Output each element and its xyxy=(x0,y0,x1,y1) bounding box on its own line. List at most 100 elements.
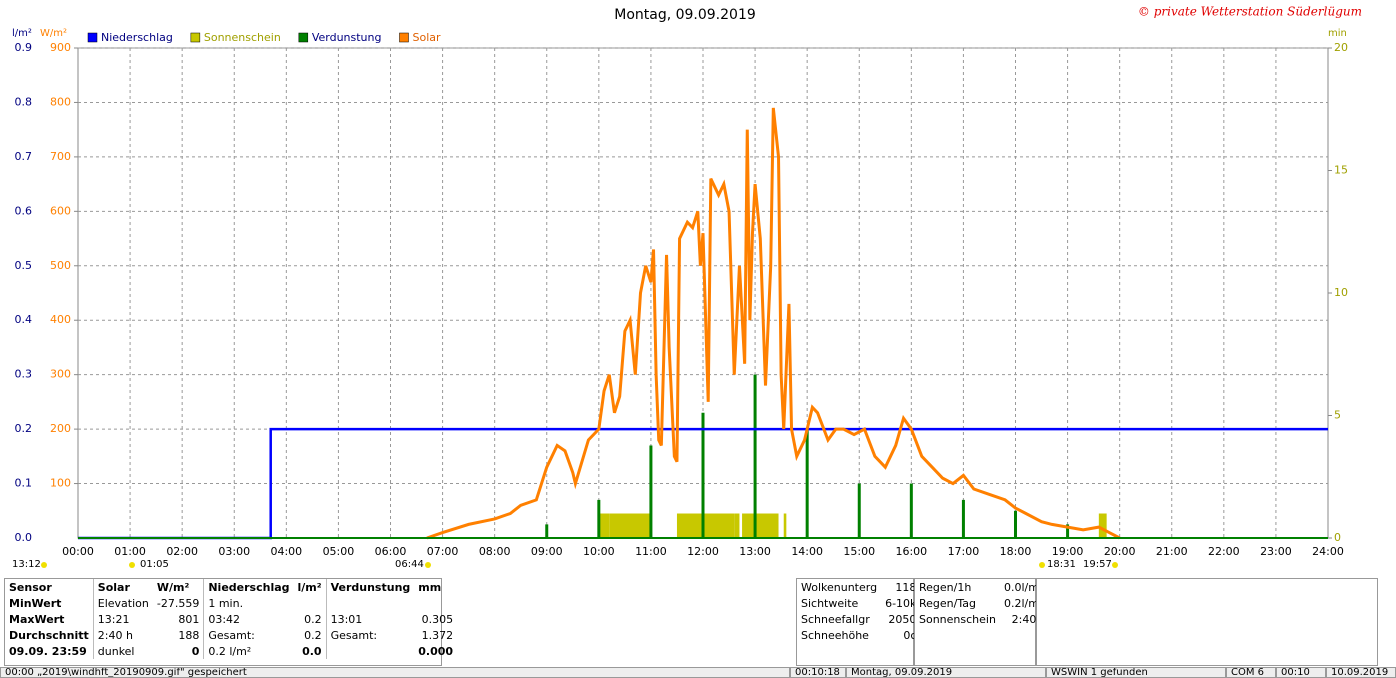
cell: W/m² xyxy=(156,580,190,594)
sunshine-bar xyxy=(783,513,787,538)
weather-panel: Wolkenunterg 118m Sichtweite 6-10km Schneefa… xyxy=(796,578,927,666)
y2-tick-label: 100 xyxy=(50,477,71,490)
table: Regen/1h 0.0l/m² Regen/Tag 0.2l/m² Sonnensch… xyxy=(915,579,1047,627)
x-tick-label: 12:00 xyxy=(687,545,719,558)
x-tick-label: 11:00 xyxy=(635,545,667,558)
y3-tick-label: 10 xyxy=(1334,286,1348,299)
cell: Gesamt: xyxy=(203,627,294,643)
cell: Regen/1h xyxy=(919,580,972,594)
x-tick-label: 21:00 xyxy=(1156,545,1188,558)
cell: Solar xyxy=(92,579,153,595)
cell: Elevation xyxy=(92,595,153,611)
series-line xyxy=(426,107,1121,540)
legend-swatch xyxy=(190,32,201,43)
legend-label: Solar xyxy=(412,31,441,44)
y2-tick-label: 200 xyxy=(50,422,71,435)
x-tick-label: 13:00 xyxy=(739,545,771,558)
x-tick-label: 05:00 xyxy=(323,545,355,558)
cell: Schneehöhe xyxy=(801,628,869,642)
cell xyxy=(294,595,327,611)
cell: 0.2 xyxy=(304,628,322,642)
cell: Durchschnitt xyxy=(9,628,89,642)
cell: 188 xyxy=(178,628,200,642)
legend-label: Niederschlag xyxy=(101,31,173,44)
y-tick-label: 0.5 xyxy=(15,259,33,272)
cell: Schneefallgr xyxy=(801,612,870,626)
annotation: 18:31 xyxy=(1047,559,1076,570)
cell: 0 xyxy=(191,644,200,658)
x-tick-label: 16:00 xyxy=(895,545,927,558)
y2-tick-label: 700 xyxy=(50,150,71,163)
y-tick-label: 0.6 xyxy=(15,204,33,217)
cell: Sensor xyxy=(9,580,52,594)
y3-tick-label: 0 xyxy=(1334,531,1341,544)
summary-panel: Sensor Solar W/m² Niederschlag l/m² Verdunstu… xyxy=(4,578,453,666)
y2-tick-label: 300 xyxy=(50,368,71,381)
cell: 0.0 xyxy=(302,644,322,658)
empty-panel xyxy=(1036,578,1378,666)
legend-swatch xyxy=(399,32,409,43)
y-tick-label: 0.9 xyxy=(15,41,33,54)
y3-tick-label: 20 xyxy=(1334,41,1348,54)
x-tick-label: 14:00 xyxy=(791,545,823,558)
status-field: 00:10:18 xyxy=(790,667,846,678)
cell: 13:01 xyxy=(325,611,415,627)
y-tick-label: 0.7 xyxy=(15,150,33,163)
cell: -27.559 xyxy=(156,596,200,610)
marker-dot xyxy=(1039,562,1045,568)
cell: 0.2l/m² xyxy=(1003,596,1044,610)
table: Sensor Solar W/m² Niederschlag l/m² Verdunstu… xyxy=(5,579,457,659)
cell: 2:40h xyxy=(1011,612,1044,626)
sunshine-bar xyxy=(1098,513,1107,538)
y2-tick-label: 500 xyxy=(50,259,71,272)
y3-tick-label: 5 xyxy=(1334,409,1341,422)
y-tick-label: 0.0 xyxy=(15,531,33,544)
y-tick-label: 0.2 xyxy=(15,422,33,435)
chart-title: Montag, 09.09.2019 xyxy=(614,7,756,23)
x-tick-label: 17:00 xyxy=(948,545,980,558)
annotation: 19:57 xyxy=(1083,559,1112,570)
cell: 09.09. 23:59 xyxy=(9,644,87,658)
x-tick-label: 00:00 xyxy=(62,545,94,558)
x-tick-label: 20:00 xyxy=(1104,545,1136,558)
cell: dunkel xyxy=(92,643,153,659)
legend-label: Verdunstung xyxy=(312,31,382,44)
y-tick-label: 0.3 xyxy=(15,368,33,381)
cell: 0.2 l/m² xyxy=(203,643,294,659)
cell: l/m² xyxy=(297,580,322,594)
marker-dot xyxy=(1112,562,1118,568)
cell: 0.2 xyxy=(304,612,322,626)
x-tick-label: 09:00 xyxy=(531,545,563,558)
cell: 0.305 xyxy=(421,612,454,626)
cell: 03:42 xyxy=(203,611,294,627)
legend-swatch xyxy=(298,32,309,43)
x-tick-label: 01:00 xyxy=(114,545,146,558)
cell: 13:21 xyxy=(92,611,153,627)
cell: Niederschlag xyxy=(203,579,294,595)
y-tick-label: 0.4 xyxy=(15,313,33,326)
marker-dot xyxy=(425,562,431,568)
x-tick-label: 03:00 xyxy=(218,545,250,558)
y2-axis-label: W/m² xyxy=(40,28,67,39)
status-field: 00:10 xyxy=(1276,667,1326,678)
y2-tick-label: 400 xyxy=(50,313,71,326)
legend-label: Sonnenschein xyxy=(204,31,281,44)
x-tick-label: 19:00 xyxy=(1052,545,1084,558)
status-field: WSWIN 1 gefunden xyxy=(1046,667,1226,678)
y3-tick-label: 15 xyxy=(1334,164,1348,177)
cell: 2:40 h xyxy=(92,627,153,643)
cell: 1 min. xyxy=(203,595,294,611)
x-tick-label: 22:00 xyxy=(1208,545,1240,558)
x-tick-label: 02:00 xyxy=(166,545,198,558)
annotation: 13:12 xyxy=(12,559,41,570)
x-tick-label: 06:00 xyxy=(375,545,407,558)
status-field: Montag, 09.09.2019 xyxy=(846,667,1046,678)
marker-dot xyxy=(41,562,47,568)
y-tick-label: 0.1 xyxy=(15,477,33,490)
cell: Verdunstung xyxy=(325,579,415,595)
x-tick-label: 18:00 xyxy=(1000,545,1032,558)
cell: 0.0l/m² xyxy=(1003,580,1044,594)
x-tick-label: 04:00 xyxy=(270,545,302,558)
cell: Sichtweite xyxy=(801,596,859,610)
sunshine-bar xyxy=(734,513,740,538)
